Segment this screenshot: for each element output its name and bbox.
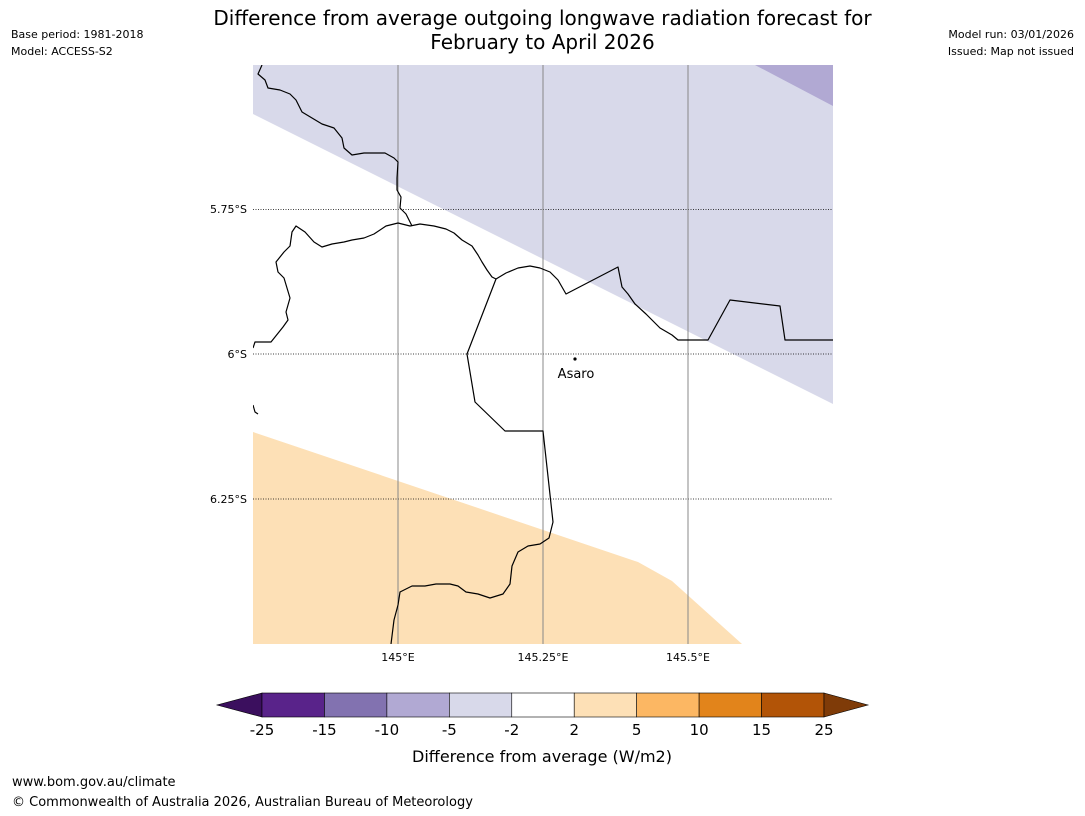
colorbar-tick-label: -2 <box>504 721 519 739</box>
boundary-north <box>257 65 413 227</box>
footer-copyright: © Commonwealth of Australia 2026, Austra… <box>12 795 473 810</box>
colorbar-segment-1 <box>324 692 388 718</box>
colorbar-segment-6 <box>636 692 700 718</box>
colorbar-segment-8 <box>761 692 825 718</box>
colorbar-legend: -25 -15 -10 -5 -2 2 5 10 15 25 <box>215 692 870 739</box>
latitude-labels: 5.75°S 6°S 6.25°S <box>210 203 247 506</box>
colorbar-tick-label: 10 <box>690 721 709 739</box>
map-area: Asaro <box>253 65 833 644</box>
colorbar-extend-high <box>823 692 870 718</box>
band-orange-light <box>253 432 742 644</box>
colorbar-tick-label: 15 <box>752 721 771 739</box>
model-run-text: Model run: 03/01/2026 <box>948 28 1074 41</box>
boundary-west-lobe <box>253 222 833 349</box>
lon-label-145-25: 145.25°E <box>518 651 569 664</box>
boundary-west-fragment <box>253 404 259 415</box>
header-left: Base period: 1981-2018 Model: ACCESS-S2 <box>11 26 143 60</box>
boundary-asaro-district <box>390 278 554 644</box>
colorbar-tick-label: -15 <box>312 721 337 739</box>
colorbar-tick-label: 5 <box>632 721 642 739</box>
footer-url: www.bom.gov.au/climate <box>12 775 176 790</box>
page-title: Difference from average outgoing longwav… <box>150 6 935 54</box>
colorbar-tick-label: 25 <box>814 721 833 739</box>
band-purple-mid <box>755 65 833 106</box>
title-line-1: Difference from average outgoing longwav… <box>213 6 872 30</box>
lat-label-6-25: 6.25°S <box>210 493 247 506</box>
lat-label-6: 6°S <box>228 348 247 361</box>
colorbar-extend-low <box>215 692 263 718</box>
lon-label-145-5: 145.5°E <box>666 651 710 664</box>
colorbar-segment-7 <box>698 692 762 718</box>
header-right: Model run: 03/01/2026 Issued: Map not is… <box>948 26 1074 60</box>
lon-label-145: 145°E <box>381 651 414 664</box>
colorbar-segment-0 <box>261 692 325 718</box>
longitude-labels: 145°E 145.25°E 145.5°E <box>381 651 710 664</box>
lat-label-5-75: 5.75°S <box>210 203 247 216</box>
colorbar-tick-label: -5 <box>442 721 457 739</box>
colorbar-tick-label: -25 <box>250 721 275 739</box>
asaro-label: Asaro <box>558 367 595 382</box>
colorbar-segment-3 <box>449 692 513 718</box>
colorbar-tick-label: 2 <box>569 721 579 739</box>
colorbar-title: Difference from average (W/m2) <box>412 747 672 766</box>
colorbar-segment-4 <box>511 692 575 718</box>
base-period-text: Base period: 1981-2018 <box>11 28 144 41</box>
province-boundaries <box>253 65 833 644</box>
title-line-2: February to April 2026 <box>430 30 655 54</box>
asaro-marker <box>573 357 577 361</box>
issued-text: Issued: Map not issued <box>947 45 1074 58</box>
colorbar-tick-label: -10 <box>375 721 400 739</box>
colorbar-segment-5 <box>573 692 637 718</box>
colorbar-segment-2 <box>386 692 450 718</box>
model-text: Model: ACCESS-S2 <box>11 45 113 58</box>
